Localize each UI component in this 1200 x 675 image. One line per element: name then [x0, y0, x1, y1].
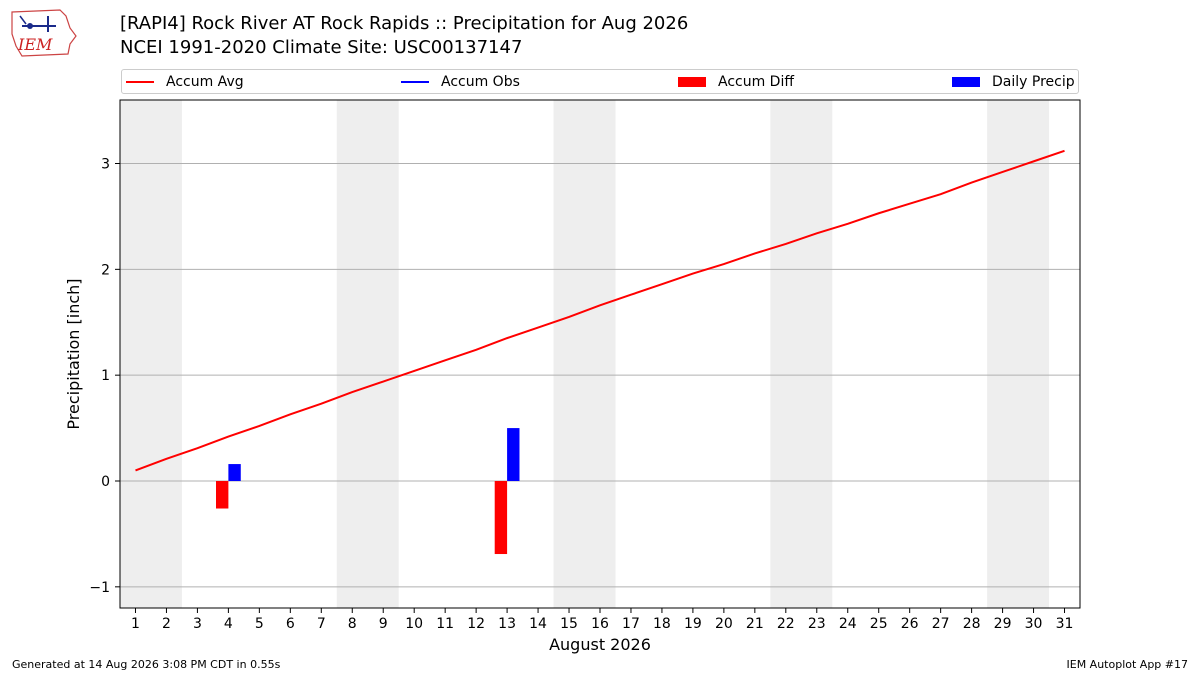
bar-accum-diff-day-13: [494, 481, 508, 555]
x-tick-label-21: 21: [746, 616, 764, 632]
legend-item-accum-diff: Accum Diff: [678, 70, 794, 93]
y-tick-label-1: 1: [101, 368, 110, 384]
logo-text: IEM: [17, 35, 53, 54]
x-tick-label-10: 10: [405, 616, 423, 632]
x-tick-label-18: 18: [653, 616, 671, 632]
legend-label-accum-avg: Accum Avg: [166, 73, 244, 90]
x-tick-label-16: 16: [591, 616, 609, 632]
y-axis-label: Precipitation [inch]: [64, 278, 83, 429]
x-tick-label-2: 2: [162, 616, 171, 632]
x-tick-label-5: 5: [255, 616, 264, 632]
x-tick-label-3: 3: [193, 616, 202, 632]
legend-swatch-accum-diff: [678, 76, 706, 87]
x-tick-label-15: 15: [560, 616, 578, 632]
weekend-shade-3: [770, 100, 833, 608]
app-label: IEM Autoplot App #17: [1066, 658, 1189, 671]
legend: Accum Avg Accum Obs Accum Diff Daily Pre…: [121, 69, 1079, 94]
weekend-shade-2: [553, 100, 616, 608]
y-tick-label-3: 3: [101, 157, 110, 173]
legend-item-accum-obs: Accum Obs: [401, 70, 520, 93]
x-tick-label-31: 31: [1056, 616, 1074, 632]
legend-label-accum-diff: Accum Diff: [718, 73, 795, 90]
bar-daily-precip-day-4: [228, 464, 241, 481]
x-tick-label-8: 8: [348, 616, 357, 632]
y-tick-label-2: 2: [101, 262, 110, 278]
x-tick-label-6: 6: [286, 616, 295, 632]
weekend-shade-0: [120, 100, 182, 608]
weekend-shade-4: [987, 100, 1050, 608]
x-tick-label-4: 4: [224, 616, 233, 632]
x-tick-label-24: 24: [839, 616, 857, 632]
legend-label-daily-precip: Daily Precip: [992, 73, 1075, 90]
legend-item-daily-precip: Daily Precip: [952, 70, 1075, 93]
x-tick-label-30: 30: [1025, 616, 1043, 632]
x-tick-label-17: 17: [622, 616, 640, 632]
x-tick-label-7: 7: [317, 616, 326, 632]
bar-accum-diff-day-4: [216, 481, 229, 509]
x-tick-label-23: 23: [808, 616, 826, 632]
x-tick-label-11: 11: [436, 616, 454, 632]
x-tick-label-14: 14: [529, 616, 547, 632]
legend-swatch-daily-precip: [952, 76, 980, 87]
x-axis-label: August 2026: [549, 635, 651, 654]
chart-subtitle: NCEI 1991-2020 Climate Site: USC00137147: [120, 37, 523, 58]
legend-swatch-accum-avg: [126, 80, 154, 83]
legend-label-accum-obs: Accum Obs: [441, 73, 520, 90]
x-tick-label-27: 27: [932, 616, 950, 632]
x-tick-label-9: 9: [379, 616, 388, 632]
x-tick-label-12: 12: [467, 616, 485, 632]
x-tick-label-28: 28: [963, 616, 981, 632]
x-tick-label-20: 20: [715, 616, 733, 632]
x-tick-label-22: 22: [777, 616, 795, 632]
legend-swatch-accum-obs: [401, 80, 429, 83]
x-tick-label-25: 25: [870, 616, 888, 632]
y-tick-label--1: −1: [89, 580, 110, 596]
x-tick-label-26: 26: [901, 616, 919, 632]
bar-daily-precip-day-13: [507, 428, 520, 481]
legend-item-accum-avg: Accum Avg: [126, 70, 244, 93]
weekend-shade-1: [336, 100, 399, 608]
x-tick-label-13: 13: [498, 616, 516, 632]
chart-title: [RAPI4] Rock River AT Rock Rapids :: Pre…: [120, 13, 689, 34]
generated-timestamp: Generated at 14 Aug 2026 3:08 PM CDT in …: [12, 658, 281, 671]
iem-logo: IEM: [8, 6, 80, 62]
x-tick-label-19: 19: [684, 616, 702, 632]
line-accum-avg: [135, 149, 1065, 472]
y-tick-label-0: 0: [101, 474, 110, 490]
x-tick-label-29: 29: [994, 616, 1012, 632]
x-tick-label-1: 1: [131, 616, 140, 632]
